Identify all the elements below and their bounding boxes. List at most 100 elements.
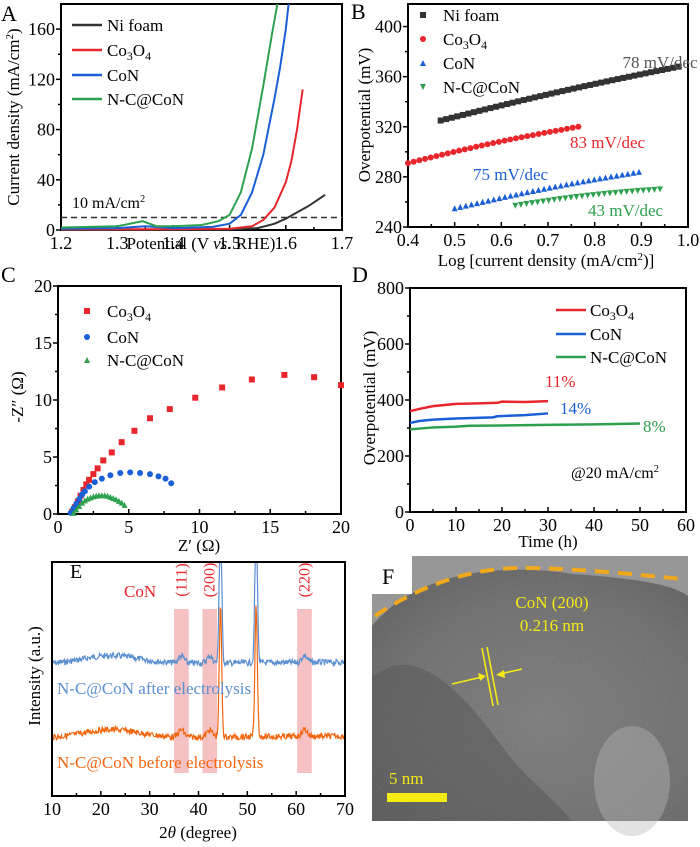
peak-label: (111) xyxy=(173,563,190,596)
legend-label: Ni foam xyxy=(443,6,499,25)
data-point xyxy=(609,77,616,84)
data-point xyxy=(584,192,591,199)
x-tick-label: 0.5 xyxy=(443,230,466,250)
data-point xyxy=(470,109,477,116)
y-tick-label: 400 xyxy=(377,390,404,410)
data-point xyxy=(517,201,524,208)
x-tick-label: 40 xyxy=(585,515,603,535)
y-tick-label: 360 xyxy=(375,67,402,87)
slope-annotation: 43 mV/dec xyxy=(588,201,664,220)
series-line xyxy=(409,399,549,413)
data-point xyxy=(498,102,505,109)
slope-annotation: 78 mV/dec xyxy=(622,53,698,72)
legend-label: N-C@CoN xyxy=(107,90,184,109)
x-axis-label: Log [current density (mA/cm2)] xyxy=(438,251,655,270)
data-point xyxy=(642,70,649,77)
data-point xyxy=(618,189,625,196)
data-point xyxy=(444,150,451,157)
x-tick-label: 50 xyxy=(238,799,256,819)
data-point xyxy=(613,172,620,179)
data-point xyxy=(451,205,458,212)
data-point xyxy=(73,500,80,507)
data-point xyxy=(507,136,514,143)
data-point xyxy=(634,188,641,195)
x-tick-label: 70 xyxy=(336,799,354,819)
y-tick-label: 40 xyxy=(37,170,55,190)
reference-line-label: 10 mA/cm2 xyxy=(72,194,145,212)
lattice-spacing: 0.216 nm xyxy=(520,616,584,635)
legend-marker xyxy=(420,84,426,90)
y-tick-label: 800 xyxy=(377,278,404,298)
x-axis-label: Time (h) xyxy=(518,532,577,551)
data-point xyxy=(81,497,88,504)
data-point xyxy=(168,480,175,487)
data-point xyxy=(479,198,486,205)
degradation-annotation: 14% xyxy=(560,399,591,418)
data-point xyxy=(664,65,671,72)
data-point xyxy=(587,81,594,88)
peak-highlight-band xyxy=(297,609,312,773)
data-point xyxy=(462,202,469,209)
y-tick-label: 200 xyxy=(377,446,404,466)
data-point xyxy=(524,189,531,196)
data-point xyxy=(606,190,613,197)
data-point xyxy=(427,154,434,161)
data-point xyxy=(476,107,483,114)
data-point xyxy=(166,406,173,413)
data-point xyxy=(651,186,658,193)
x-tick-label: 0.4 xyxy=(397,230,420,250)
legend-marker xyxy=(84,357,90,363)
data-point xyxy=(507,192,514,199)
lattice-label: CoN (200) xyxy=(515,593,588,612)
x-tick-label: 30 xyxy=(539,515,557,535)
x-tick-label: 20 xyxy=(92,799,110,819)
data-point xyxy=(596,175,603,182)
y-tick-label: 5 xyxy=(43,447,52,467)
y-tick-label: 15 xyxy=(34,333,52,353)
data-point xyxy=(569,124,576,131)
data-point xyxy=(76,503,83,510)
xrd-trace xyxy=(51,561,346,668)
data-point xyxy=(534,199,541,206)
data-point xyxy=(567,194,574,201)
data-point xyxy=(465,110,472,117)
data-point xyxy=(520,97,527,104)
y-tick-label: 280 xyxy=(375,167,402,187)
data-point xyxy=(579,193,586,200)
scale-bar xyxy=(387,793,447,802)
x-tick-label: 1.3 xyxy=(106,233,129,253)
legend-label: Co3O4 xyxy=(107,302,151,324)
data-point xyxy=(73,506,80,513)
data-point xyxy=(574,179,581,186)
data-point xyxy=(137,469,144,476)
legend-label: Co3O4 xyxy=(107,41,151,63)
y-axis-label: -Z″ (Ω) xyxy=(8,371,27,422)
panel-label-E: E xyxy=(70,561,82,583)
data-point xyxy=(437,117,444,124)
data-point xyxy=(636,168,642,175)
data-point xyxy=(108,449,115,456)
legend-label: N-C@CoN xyxy=(443,78,520,97)
data-point xyxy=(629,188,636,195)
data-point xyxy=(496,195,503,202)
data-point xyxy=(81,488,88,495)
x-tick-label: 60 xyxy=(287,799,305,819)
legend-marker xyxy=(84,334,90,340)
data-point xyxy=(590,192,597,199)
data-point xyxy=(631,72,638,79)
panel-F-tem-image: F xyxy=(369,554,688,836)
legend-label: CoN xyxy=(590,325,622,344)
panel-B: 0.4 0.5 0.6 0.7 0.8 0.9 1.0 240 280 320 360 400 xyxy=(375,3,699,250)
data-point xyxy=(76,496,83,503)
data-point xyxy=(467,145,474,152)
data-point xyxy=(573,193,580,200)
x-tick-label: 0.9 xyxy=(630,230,653,250)
lattice-fringe xyxy=(486,646,499,706)
x-tick-label: 1.4 xyxy=(162,233,185,253)
x-axis-label: 2θ (degree) xyxy=(159,823,237,842)
data-point xyxy=(70,509,77,516)
panel-label-C: C xyxy=(1,262,16,287)
panel-label-bg xyxy=(369,554,412,594)
x-tick-label: 10 xyxy=(447,515,465,535)
data-point xyxy=(456,147,463,154)
